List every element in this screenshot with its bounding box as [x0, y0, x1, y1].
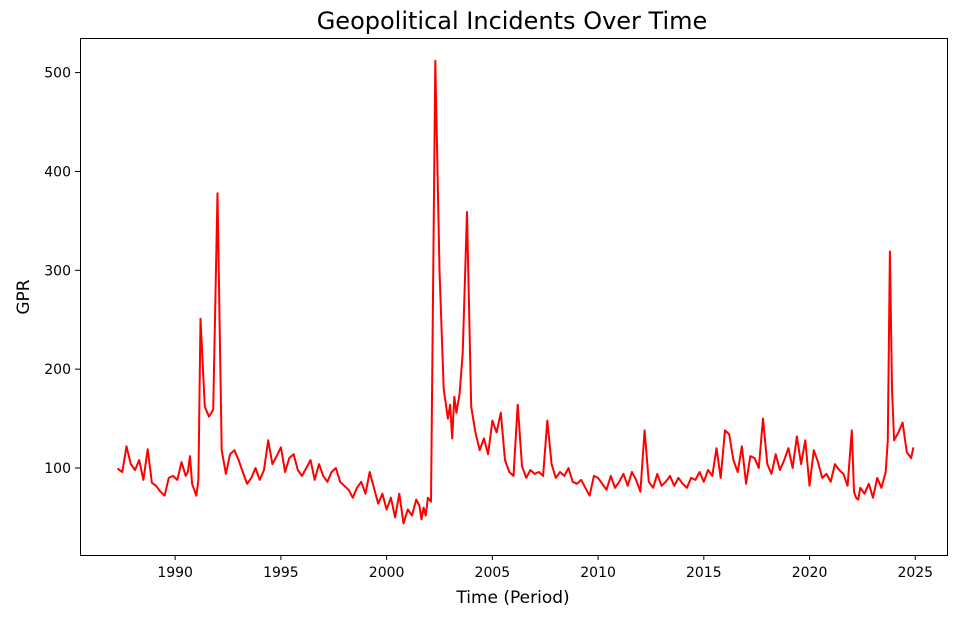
x-tick-label-2025: 2025 — [897, 565, 933, 581]
series-layer — [117, 59, 915, 525]
y-tick-label-200: 200 — [44, 362, 71, 378]
x-tick-label-2015: 2015 — [686, 565, 722, 581]
y-axis-label: GPR — [14, 279, 34, 314]
x-tick-label-1990: 1990 — [157, 565, 193, 581]
x-tick-label-2010: 2010 — [580, 565, 616, 581]
x-tick-label-2000: 2000 — [369, 565, 405, 581]
x-tick-label-2005: 2005 — [475, 565, 511, 581]
x-tick-label-1995: 1995 — [263, 565, 299, 581]
x-axis: 1990 1995 2000 2005 2010 2015 2020 2025 — [157, 555, 933, 581]
chart-title: Geopolitical Incidents Over Time — [317, 7, 708, 35]
y-tick-label-100: 100 — [44, 461, 71, 477]
series-line-gpr — [117, 59, 915, 525]
y-tick-label-300: 300 — [44, 263, 71, 279]
x-axis-label: Time (Period) — [455, 588, 569, 608]
plot-frame — [80, 38, 948, 556]
x-tick-label-2020: 2020 — [792, 565, 828, 581]
y-tick-label-400: 400 — [44, 164, 71, 180]
y-tick-label-500: 500 — [44, 66, 71, 82]
y-axis: 100 200 300 400 500 — [44, 66, 80, 477]
